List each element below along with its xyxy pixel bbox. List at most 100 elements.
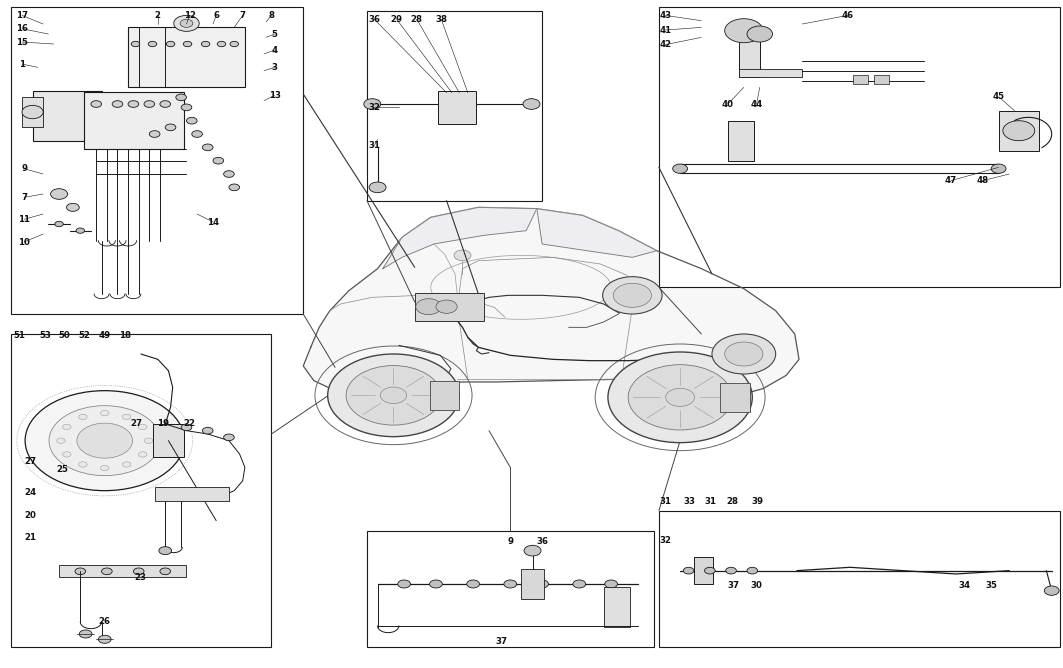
Circle shape: [128, 101, 138, 108]
Bar: [367, 530, 654, 647]
Circle shape: [102, 568, 113, 574]
Circle shape: [122, 462, 131, 467]
Circle shape: [101, 411, 109, 415]
Bar: [12, 7, 303, 314]
Circle shape: [416, 299, 441, 315]
Circle shape: [229, 184, 239, 190]
Circle shape: [26, 391, 184, 491]
Bar: [152, 424, 184, 458]
Text: 29: 29: [391, 15, 403, 24]
Circle shape: [504, 580, 517, 588]
Text: 40: 40: [722, 100, 733, 108]
Text: 8: 8: [268, 11, 274, 20]
Circle shape: [725, 19, 763, 43]
Circle shape: [91, 101, 102, 108]
Bar: [154, 488, 229, 500]
Circle shape: [467, 580, 479, 588]
Circle shape: [991, 164, 1006, 174]
Circle shape: [605, 580, 618, 588]
Circle shape: [113, 101, 123, 108]
Circle shape: [159, 568, 170, 574]
Circle shape: [159, 101, 170, 108]
Text: 51: 51: [14, 331, 26, 340]
Bar: [728, 121, 755, 161]
Bar: [33, 91, 102, 141]
Text: 33: 33: [684, 498, 695, 506]
Text: 43: 43: [659, 11, 672, 20]
Circle shape: [79, 414, 87, 420]
Text: 12: 12: [184, 11, 196, 20]
Text: 5: 5: [272, 29, 277, 39]
Circle shape: [364, 99, 381, 110]
Circle shape: [665, 388, 694, 406]
Bar: [998, 111, 1039, 151]
Polygon shape: [383, 207, 537, 269]
Bar: [128, 27, 244, 88]
Circle shape: [173, 15, 199, 31]
Circle shape: [166, 41, 174, 47]
Bar: [604, 587, 630, 627]
Text: 31: 31: [659, 498, 671, 506]
Circle shape: [67, 203, 80, 211]
Text: 27: 27: [24, 458, 36, 466]
Text: 30: 30: [750, 580, 762, 590]
Circle shape: [628, 365, 732, 430]
Circle shape: [158, 546, 171, 554]
Text: 7: 7: [239, 11, 246, 20]
Circle shape: [63, 424, 71, 430]
Text: 38: 38: [435, 15, 448, 24]
Circle shape: [49, 405, 161, 476]
Circle shape: [369, 182, 386, 192]
Circle shape: [327, 354, 459, 437]
Circle shape: [55, 221, 64, 226]
Circle shape: [381, 387, 407, 403]
Circle shape: [183, 41, 191, 47]
Circle shape: [101, 466, 109, 471]
Bar: [659, 7, 1060, 287]
Circle shape: [684, 567, 694, 574]
Circle shape: [77, 423, 133, 458]
Bar: [84, 92, 184, 149]
Circle shape: [181, 104, 191, 111]
Circle shape: [22, 106, 44, 119]
Text: 37: 37: [495, 637, 508, 647]
Circle shape: [122, 414, 131, 420]
Circle shape: [429, 580, 442, 588]
Circle shape: [202, 144, 213, 151]
Text: 16: 16: [16, 24, 28, 33]
Text: 3: 3: [271, 63, 277, 72]
Circle shape: [747, 26, 773, 42]
Bar: [438, 91, 476, 124]
Text: 28: 28: [410, 15, 423, 24]
Circle shape: [148, 41, 156, 47]
Text: 26: 26: [99, 617, 111, 627]
Polygon shape: [537, 208, 657, 257]
Bar: [720, 383, 749, 412]
Text: 9: 9: [21, 164, 27, 173]
Circle shape: [613, 283, 652, 307]
Text: 15: 15: [16, 37, 28, 47]
Circle shape: [603, 277, 662, 314]
Text: 49: 49: [99, 331, 111, 340]
Text: 19: 19: [157, 420, 169, 428]
Bar: [694, 557, 713, 584]
Circle shape: [80, 630, 92, 638]
Text: 28: 28: [726, 498, 738, 506]
Circle shape: [79, 462, 87, 467]
Text: 46: 46: [842, 11, 854, 20]
Circle shape: [181, 424, 191, 431]
Text: 31: 31: [705, 498, 716, 506]
Text: 52: 52: [79, 331, 90, 340]
Circle shape: [51, 188, 68, 199]
Circle shape: [186, 118, 197, 124]
Text: 11: 11: [18, 215, 30, 224]
Text: 14: 14: [207, 218, 219, 226]
Bar: [415, 293, 484, 321]
Circle shape: [725, 342, 763, 366]
Bar: [22, 98, 44, 128]
Text: 18: 18: [119, 331, 131, 340]
Text: 44: 44: [750, 100, 762, 108]
Circle shape: [398, 580, 410, 588]
Circle shape: [223, 434, 234, 441]
Text: 47: 47: [945, 176, 957, 185]
